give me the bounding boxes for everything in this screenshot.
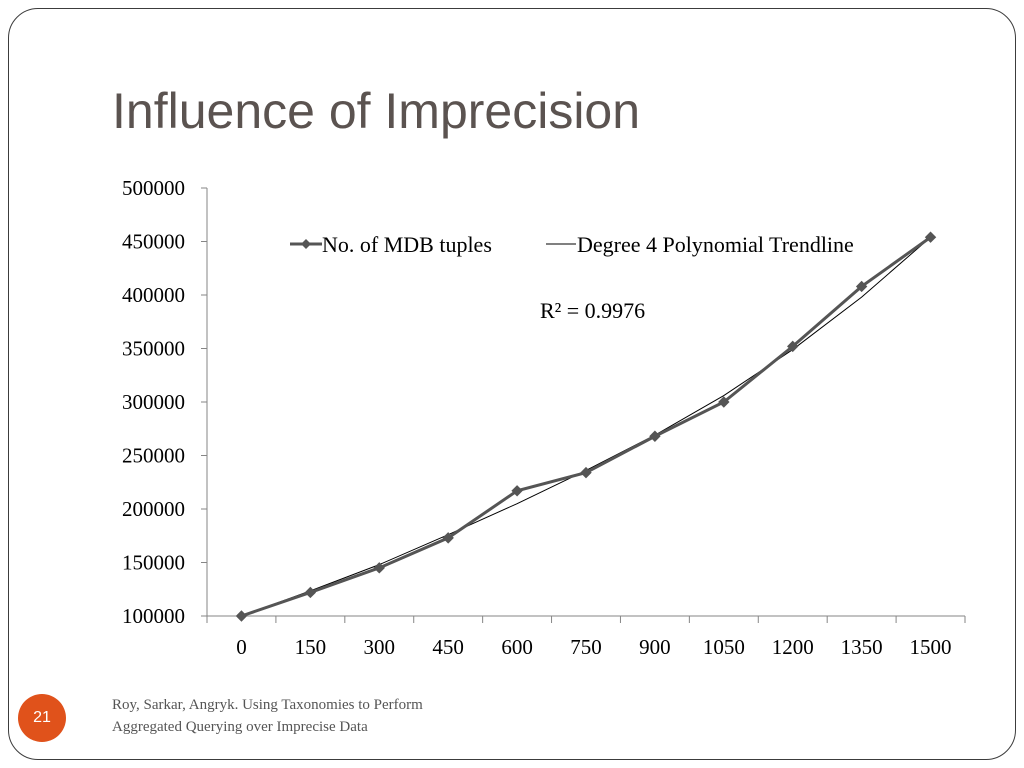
series-line-mdb-tuples	[240, 235, 932, 618]
y-tick-label: 250000	[122, 444, 185, 468]
x-tick-label: 1050	[703, 635, 745, 659]
x-tick-label: 450	[432, 635, 464, 659]
data-point	[511, 485, 523, 497]
page-title: Influence of Imprecision	[112, 83, 641, 139]
y-tick-label: 150000	[122, 551, 185, 575]
data-point	[855, 280, 868, 293]
x-tick-label: 900	[639, 635, 671, 659]
x-tick-label: 150	[295, 635, 327, 659]
x-tick-label: 0	[236, 635, 247, 659]
data-point	[580, 466, 592, 479]
data-point	[304, 586, 317, 599]
footer-line-2: Aggregated Querying over Imprecise Data	[112, 719, 368, 735]
x-tick-label: 750	[570, 635, 602, 659]
chart-axes: 100000 150000 200000 250000 300000 350000 4000…	[122, 176, 966, 659]
legend-label-mdb-tuples: No. of MDB tuples	[322, 232, 492, 257]
x-tick-label: 1500	[910, 635, 952, 659]
y-tick-label: 400000	[122, 283, 185, 307]
x-tick-label: 1350	[841, 635, 883, 659]
data-point	[718, 396, 730, 408]
data-point	[787, 340, 799, 353]
data-point	[924, 231, 937, 243]
legend-label-trendline: Degree 4 Polynomial Trendline	[577, 232, 854, 257]
data-point	[649, 430, 661, 442]
data-point	[235, 610, 248, 622]
footer-line-1: Roy, Sarkar, Angryk. Using Taxonomies to…	[112, 697, 423, 713]
legend-marker	[301, 239, 311, 249]
slide-footer: Roy, Sarkar, Angryk. Using Taxonomies to…	[112, 694, 423, 738]
x-tick-label: 300	[364, 635, 396, 659]
r-squared-annotation: R² = 0.9976	[540, 298, 645, 323]
x-tick-label: 1200	[772, 635, 814, 659]
y-tick-label: 350000	[122, 337, 185, 361]
slide-frame	[8, 8, 1016, 760]
y-tick-label: 100000	[122, 604, 185, 628]
y-tick-label: 300000	[122, 390, 185, 414]
page-number-badge: 21	[18, 694, 66, 742]
chart-legend: No. of MDB tuples Degree 4 Polynomial Tre…	[290, 232, 854, 257]
data-point	[442, 532, 454, 544]
y-tick-label: 500000	[122, 176, 185, 200]
series-line-trendline	[241, 236, 931, 617]
x-tick-label: 600	[501, 635, 533, 659]
y-tick-label: 200000	[122, 497, 185, 521]
chart-series	[235, 231, 937, 622]
data-point	[373, 562, 385, 574]
y-tick-label: 450000	[122, 230, 185, 254]
